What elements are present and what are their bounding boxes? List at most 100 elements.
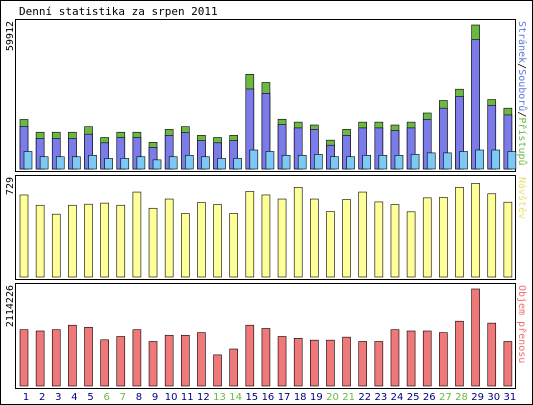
x-tick-day-30: 30 [487, 392, 500, 403]
bar-pages-day-30 [491, 149, 501, 170]
bar-pages-day-2 [39, 156, 49, 170]
x-tick-day-31: 31 [504, 392, 517, 403]
bar-pages-day-15 [249, 149, 259, 170]
bar-pages-day-27 [443, 152, 452, 170]
bar-pages-day-11 [184, 154, 194, 170]
bar-pages-day-16 [265, 151, 275, 170]
legend-part-4: Přístupů [516, 117, 528, 165]
x-tick-day-10: 10 [165, 392, 178, 403]
legend-part-0: Stránek [516, 21, 528, 63]
x-tick-day-14: 14 [229, 392, 242, 403]
bar-middle-day-27 [439, 197, 448, 278]
bar-middle-day-5 [84, 203, 93, 278]
legend-part-2: Souborů [516, 69, 528, 111]
side-label-middle: Návštěv [516, 177, 528, 219]
bar-middle-day-13 [213, 204, 222, 278]
bar-middle-day-29 [471, 183, 480, 278]
bar-pages-day-9 [152, 159, 162, 170]
bar-middle-day-17 [277, 198, 287, 278]
x-tick-day-18: 18 [294, 392, 307, 403]
bar-pages-day-6 [104, 158, 113, 170]
bar-middle-day-9 [148, 207, 158, 278]
bar-bottom-day-31 [503, 341, 513, 387]
bar-middle-day-20 [326, 211, 335, 278]
bar-bottom-day-29 [471, 288, 480, 387]
bar-bottom-day-4 [68, 324, 77, 387]
bar-bottom-day-10 [164, 334, 174, 387]
x-tick-day-26: 26 [423, 392, 436, 403]
x-tick-day-12: 12 [197, 392, 210, 403]
bar-bottom-day-7 [116, 336, 126, 387]
x-tick-day-13: 13 [213, 392, 226, 403]
bar-bottom-day-11 [180, 334, 190, 387]
bar-pages-day-22 [362, 154, 372, 170]
bar-bottom-day-23 [374, 341, 384, 387]
bar-bottom-day-21 [342, 336, 351, 387]
bar-bottom-day-17 [277, 336, 287, 387]
bar-middle-day-28 [455, 187, 464, 278]
bar-bottom-day-14 [229, 348, 238, 387]
bar-bottom-day-28 [455, 320, 464, 387]
bar-bottom-day-12 [197, 332, 206, 387]
bar-pages-day-18 [297, 154, 307, 170]
bar-pages-day-17 [281, 154, 291, 170]
x-tick-day-23: 23 [374, 392, 387, 403]
x-tick-day-8: 8 [136, 392, 142, 403]
bar-bottom-day-30 [487, 322, 497, 387]
x-tick-day-15: 15 [245, 392, 258, 403]
bar-bottom-day-8 [132, 329, 142, 387]
bar-middle-day-1 [19, 194, 29, 278]
bar-bottom-day-13 [213, 354, 222, 387]
x-tick-day-22: 22 [358, 392, 371, 403]
bar-middle-day-16 [261, 194, 271, 278]
x-tick-day-16: 16 [262, 392, 275, 403]
bar-bottom-day-20 [326, 339, 335, 387]
bar-bottom-day-22 [358, 341, 368, 387]
bar-middle-day-11 [180, 213, 190, 278]
bar-middle-day-25 [406, 211, 416, 278]
panel-middle: 729 Návštěv [5, 175, 528, 280]
x-tick-day-20: 20 [326, 392, 339, 403]
x-tick-day-24: 24 [391, 392, 404, 403]
ymax-label-bottom: 2114226 [5, 285, 16, 327]
bar-pages-day-7 [120, 158, 130, 170]
bar-pages-day-29 [475, 149, 484, 170]
bar-files-day-29 [471, 39, 480, 170]
bar-pages-day-4 [72, 156, 81, 170]
bar-pages-day-14 [233, 158, 242, 170]
bar-bottom-day-16 [261, 328, 271, 387]
bar-middle-day-3 [51, 213, 61, 278]
x-axis-labels: 1 2 3 4 5 6 7 8 9 10 11 12 13 14 15 16 17 18 19 20 21 22 23 24 2… [23, 392, 516, 403]
x-tick-day-29: 29 [471, 392, 484, 403]
panel-bottom: 2114226 Objem přenosu [5, 283, 528, 389]
bar-middle-day-12 [197, 202, 206, 278]
bar-pages-day-12 [201, 156, 210, 170]
side-label-top: Stránek/Souborů/Přístupů [516, 21, 528, 166]
side-label-bottom: Objem přenosu [516, 285, 528, 363]
x-tick-day-1: 1 [23, 392, 29, 403]
x-tick-day-25: 25 [407, 392, 420, 403]
bar-pages-day-25 [410, 154, 420, 170]
x-tick-day-5: 5 [87, 392, 93, 403]
x-tick-day-17: 17 [278, 392, 291, 403]
bar-bottom-day-26 [422, 330, 432, 387]
x-tick-day-9: 9 [152, 392, 158, 403]
bar-pages-day-1 [23, 151, 33, 170]
bar-pages-day-23 [378, 154, 388, 170]
x-tick-day-11: 11 [181, 392, 194, 403]
bar-middle-day-22 [358, 191, 368, 278]
bar-bottom-day-5 [84, 326, 93, 387]
x-tick-day-3: 3 [55, 392, 61, 403]
x-tick-day-19: 19 [310, 392, 323, 403]
x-tick-day-28: 28 [455, 392, 468, 403]
bar-middle-day-10 [164, 198, 174, 278]
bar-middle-day-8 [132, 191, 142, 278]
bar-bottom-day-24 [390, 329, 400, 387]
legend-part-1: / [516, 63, 527, 69]
bar-middle-day-21 [342, 199, 351, 278]
bar-middle-day-19 [310, 198, 319, 278]
ymax-label-middle: 729 [5, 177, 16, 195]
bar-middle-day-26 [422, 197, 432, 278]
